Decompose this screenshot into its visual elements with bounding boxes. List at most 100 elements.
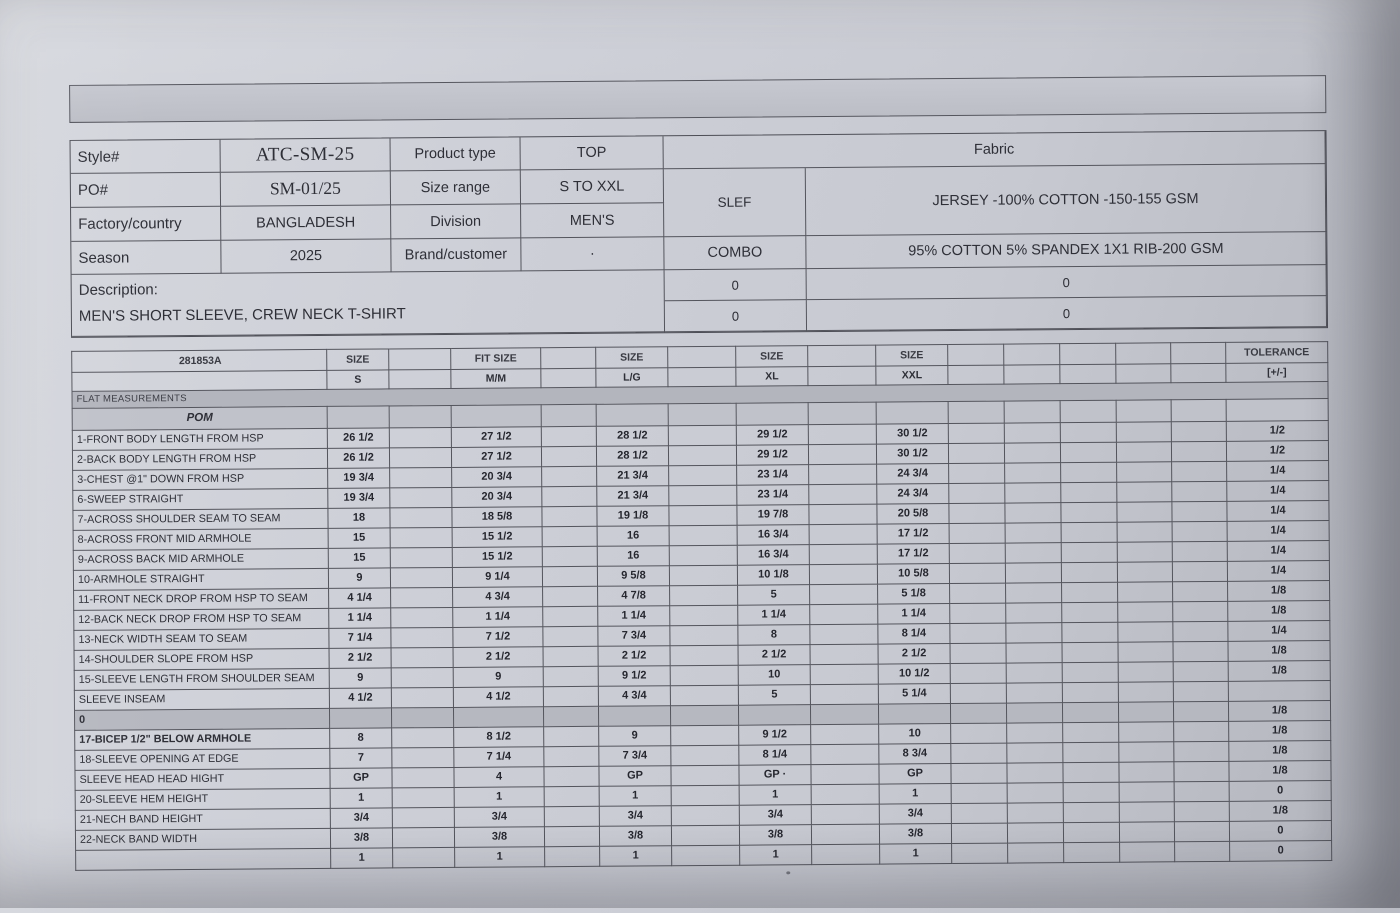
measurement-label: 22-NECK BAND WIDTH [75, 828, 331, 851]
tolerance-value: 1/4 [1227, 520, 1330, 542]
tolerance-value: 1/4 [1227, 560, 1330, 582]
measurement-value: 15 [328, 547, 391, 569]
measurement-value: 15 1/2 [452, 526, 543, 548]
empty-cell [1226, 398, 1329, 422]
empty-cell [389, 467, 452, 488]
measurement-value: 3/4 [879, 803, 952, 825]
empty-cell [1006, 742, 1063, 764]
empty-cell [949, 623, 1006, 644]
empty-cell [1007, 802, 1064, 824]
measurement-label: 21-NECH BAND HEIGHT [75, 808, 331, 831]
empty-cell [1003, 364, 1060, 385]
empty-cell [950, 763, 1008, 784]
measurement-label: 9-ACROSS BACK MID ARMHOLE [73, 548, 329, 571]
empty-cell [951, 783, 1008, 804]
measurement-value: 3/8 [330, 827, 393, 849]
empty-cell [810, 704, 879, 725]
measurement-value: 1 [879, 843, 952, 865]
measurement-value: 7 [329, 747, 392, 769]
measurement-value: 17 1/2 [877, 543, 950, 565]
fabric-header: Fabric [663, 131, 1326, 170]
measurement-label: SLEEVE INSEAM [74, 688, 330, 711]
empty-cell [669, 545, 738, 566]
measurement-value [453, 706, 544, 728]
empty-cell [1117, 521, 1173, 543]
empty-cell [808, 484, 877, 505]
empty-cell [327, 405, 390, 429]
empty-cell [1173, 661, 1229, 682]
measurement-value: 9 1/2 [738, 724, 811, 746]
measurement-value: 1 [599, 785, 672, 807]
empty-cell [807, 345, 876, 367]
size-header-s: SIZE [326, 348, 389, 371]
empty-cell [1174, 781, 1230, 802]
empty-cell [948, 483, 1005, 504]
empty-cell [543, 726, 599, 747]
empty-cell [948, 463, 1005, 484]
empty-cell [388, 369, 451, 389]
empty-cell [1116, 501, 1173, 523]
empty-cell [1062, 662, 1119, 683]
empty-cell [1118, 721, 1174, 743]
measurement-label: 2-BACK BODY LENGTH FROM HSP [72, 448, 328, 471]
empty-cell [1007, 782, 1064, 804]
empty-cell [668, 465, 737, 486]
factory-value: BANGLADESH [221, 205, 392, 241]
scan-speck [786, 871, 791, 875]
measurement-value: 1 1/4 [328, 607, 391, 629]
empty-cell [1005, 542, 1062, 564]
empty-title-bar [69, 75, 1327, 123]
empty-cell [1060, 400, 1117, 423]
measurement-value: 27 1/2 [451, 426, 542, 448]
measurement-value: 21 3/4 [596, 465, 669, 487]
empty-cell [950, 683, 1007, 704]
empty-cell [1118, 661, 1174, 683]
empty-cell [808, 464, 877, 485]
measurement-label: 17-BICEP 1/2" BELOW ARMHOLE [74, 728, 330, 751]
empty-cell [543, 666, 599, 687]
empty-cell [544, 846, 600, 867]
empty-cell [947, 365, 1004, 385]
measurement-value: 19 3/4 [327, 487, 390, 509]
empty-cell [390, 567, 453, 588]
empty-cell [391, 747, 454, 768]
measurement-value: 4 1/2 [329, 687, 392, 709]
measurement-value: 26 1/2 [327, 427, 390, 449]
measurement-label: 3-CHEST @1" DOWN FROM HSP [72, 468, 328, 491]
measurement-value: 9 [598, 725, 671, 747]
description-value: MEN'S SHORT SLEEVE, CREW NECK T-SHIRT [78, 304, 406, 325]
measurement-label: 8-ACROSS FRONT MID ARMHOLE [73, 528, 329, 551]
empty-cell [1173, 721, 1229, 742]
empty-cell [1171, 481, 1227, 502]
empty-cell [1119, 801, 1175, 823]
measurement-value: 10 [738, 664, 811, 686]
measurement-value: 1 1/4 [452, 606, 543, 628]
measurement-value: 19 7/8 [736, 504, 810, 526]
empty-cell [1061, 602, 1118, 623]
size-m: M/M [450, 368, 541, 389]
empty-cell [389, 507, 453, 528]
empty-cell [809, 604, 878, 625]
empty-cell [949, 523, 1006, 544]
measurement-value: 8 [737, 624, 811, 646]
measurement-value: GP [598, 765, 672, 787]
empty-cell [1173, 761, 1230, 782]
empty-cell [392, 787, 455, 808]
measurement-value: 18 5/8 [451, 506, 543, 528]
empty-cell [390, 547, 453, 568]
measurement-label: 10-ARMHOLE STRAIGHT [73, 568, 329, 591]
empty-cell [1171, 461, 1227, 482]
measurement-value: 16 3/4 [737, 524, 810, 546]
empty-cell [1006, 662, 1063, 684]
measurement-value: 1 1/4 [737, 604, 810, 626]
empty-cell [1005, 642, 1063, 664]
measurement-value: 2 1/2 [877, 643, 951, 665]
empty-cell [391, 767, 455, 788]
tolerance-value: 1/8 [1228, 740, 1331, 762]
empty-cell [808, 402, 877, 425]
empty-cell [1117, 601, 1173, 623]
po-value: SM-01/25 [220, 171, 392, 207]
pom-label: POM [72, 406, 328, 431]
empty-cell [541, 404, 597, 427]
tolerance-value: 1/8 [1227, 600, 1330, 622]
